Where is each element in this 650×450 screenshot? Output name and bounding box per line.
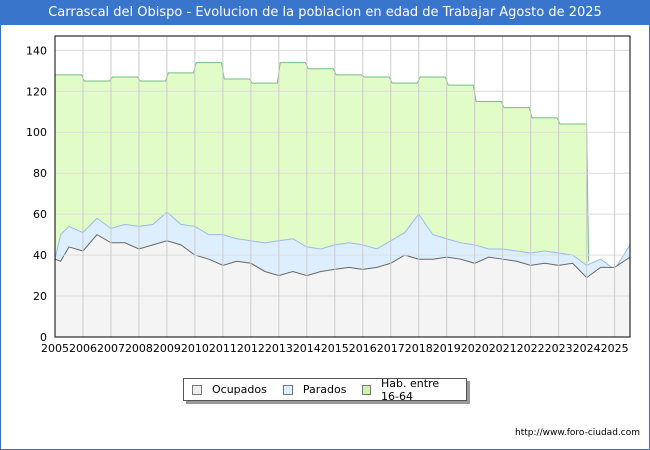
x-tick-label: 2022 [517,342,545,355]
x-tick-label: 2007 [97,342,125,355]
x-tick-label: 2013 [265,342,293,355]
legend-label: Hab. entre 16-64 [381,376,440,403]
y-tick-label: 100 [26,126,47,139]
x-tick-label: 2012 [237,342,265,355]
legend-item-hab: Hab. entre 16-64 [362,377,458,403]
y-tick-label: 60 [33,208,47,221]
y-tick-label: 140 [26,44,47,57]
legend-swatch-ocupados [192,384,202,395]
source-url[interactable]: http://www.foro-ciudad.com [515,428,640,438]
legend-item-ocupados: Ocupados [192,383,267,396]
y-tick-label: 80 [33,167,47,180]
legend: Ocupados Parados Hab. entre 16-64 [183,377,467,403]
x-tick-label: 2024 [573,342,601,355]
x-tick-label: 2025 [601,342,629,355]
x-tick-label: 2021 [489,342,517,355]
legend-swatch-parados [282,384,293,395]
y-tick-label: 40 [33,249,47,262]
x-tick-label: 2018 [405,342,433,355]
legend-label: Ocupados [212,383,267,396]
x-tick-label: 2020 [461,342,489,355]
x-tick-label: 2016 [349,342,377,355]
x-tick-label: 2005 [41,342,69,355]
chart-title: Carrascal del Obispo - Evolucion de la p… [0,0,650,25]
x-tick-label: 2023 [545,342,573,355]
ocupados-area [55,234,630,337]
x-tick-label: 2006 [69,342,97,355]
x-tick-label: 2008 [125,342,153,355]
legend-item-parados: Parados [282,383,347,396]
x-tick-label: 2019 [433,342,461,355]
x-tick-label: 2017 [377,342,405,355]
x-tick-label: 2015 [321,342,349,355]
plot-border [54,35,631,338]
x-tick-label: 2010 [181,342,209,355]
x-tick-label: 2009 [153,342,181,355]
legend-swatch-hab [362,384,372,395]
legend-label: Parados [302,383,347,396]
y-tick-label: 0 [40,331,47,344]
x-tick-label: 2011 [209,342,237,355]
y-tick-label: 120 [26,85,47,98]
x-tick-label: 2014 [293,342,321,355]
y-tick-label: 20 [33,290,47,303]
